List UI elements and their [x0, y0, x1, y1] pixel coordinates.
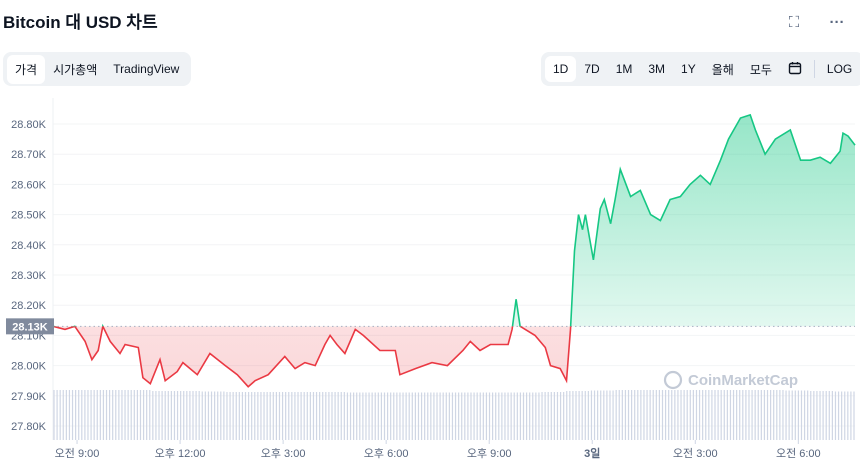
x-tick-label: 오전 3:00	[673, 447, 718, 460]
x-tick-label: 오후 3:00	[261, 447, 306, 460]
tab-price[interactable]: 가격	[7, 54, 46, 84]
price-line-up	[52, 113, 856, 327]
watermark-logo-icon	[663, 370, 683, 390]
y-tick-label: 27.90K	[11, 391, 47, 403]
watermark: CoinMarketCap	[688, 372, 798, 389]
y-tick-label: 28.80K	[11, 119, 47, 131]
tab-all[interactable]: 모두	[749, 62, 772, 77]
x-tick-label: 오후 6:00	[364, 447, 409, 460]
tab-1d[interactable]: 1D	[545, 56, 577, 82]
area-fill-up	[53, 114, 855, 327]
y-tick-label: 28.00K	[11, 361, 47, 373]
area-fill-down	[53, 326, 855, 387]
x-tick-label: 오후 12:00	[155, 447, 206, 460]
tab-7d[interactable]: 7D	[584, 62, 600, 76]
x-tick-label: 3일	[584, 446, 600, 460]
range-tabs: 1D 7D 1M 3M 1Y 올해 모두 LOG	[541, 52, 860, 86]
x-tick-label: 오전 9:00	[55, 447, 100, 460]
y-tick-label: 28.60K	[11, 179, 47, 191]
y-tick-label: 28.20K	[11, 300, 47, 312]
more-horizontal-icon[interactable]: ···	[829, 14, 845, 31]
current-price-badge	[6, 318, 54, 335]
tab-market-cap[interactable]: 시가총액	[53, 62, 98, 77]
calendar-icon[interactable]	[780, 55, 810, 84]
tab-ytd[interactable]: 올해	[711, 62, 734, 77]
tab-3m[interactable]: 3M	[648, 62, 666, 76]
tab-1y[interactable]: 1Y	[681, 62, 696, 76]
expand-icon[interactable]: ⛶	[788, 14, 800, 31]
tab-1m[interactable]: 1M	[615, 62, 633, 76]
log-scale-toggle[interactable]: LOG	[826, 62, 853, 76]
current-price-label: 28.13K	[12, 321, 48, 333]
y-tick-label: 28.70K	[11, 149, 47, 161]
price-line-down	[52, 326, 572, 388]
y-tick-label: 27.80K	[11, 421, 47, 433]
page-title: Bitcoin 대 USD 차트	[3, 13, 158, 32]
tab-tradingview[interactable]: TradingView	[113, 62, 180, 76]
divider	[813, 60, 815, 78]
x-tick-label: 오후 9:00	[467, 447, 512, 460]
y-tick-label: 28.30K	[11, 270, 47, 282]
y-tick-label: 28.50K	[11, 210, 47, 222]
x-tick-label: 오전 6:00	[776, 447, 821, 460]
y-tick-label: 28.40K	[11, 240, 47, 252]
chart-type-tabs: 가격 시가총액 TradingView	[3, 52, 192, 86]
